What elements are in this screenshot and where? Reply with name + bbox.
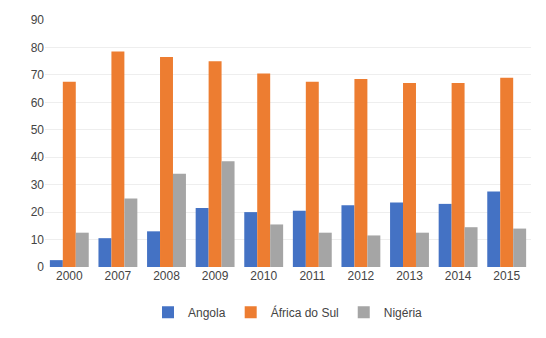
svg-text:20: 20: [31, 205, 45, 219]
svg-text:80: 80: [31, 41, 45, 55]
svg-text:2007: 2007: [105, 269, 132, 283]
svg-text:2015: 2015: [493, 269, 520, 283]
svg-text:30: 30: [31, 178, 45, 192]
svg-text:0: 0: [37, 260, 44, 274]
svg-text:2009: 2009: [202, 269, 229, 283]
svg-text:90: 90: [31, 13, 45, 27]
svg-text:2014: 2014: [445, 269, 472, 283]
svg-text:2011: 2011: [299, 269, 325, 283]
svg-text:2010: 2010: [250, 269, 277, 283]
svg-text:Nigéria: Nigéria: [384, 306, 422, 320]
svg-text:70: 70: [31, 68, 45, 82]
svg-text:50: 50: [31, 123, 45, 137]
svg-text:2008: 2008: [153, 269, 180, 283]
svg-text:10: 10: [31, 233, 45, 247]
svg-text:60: 60: [31, 96, 45, 110]
svg-text:40: 40: [31, 150, 45, 164]
svg-text:2000: 2000: [56, 269, 83, 283]
svg-text:2013: 2013: [396, 269, 423, 283]
svg-text:África do Sul: África do Sul: [271, 305, 339, 320]
svg-text:Angola: Angola: [188, 306, 226, 320]
svg-text:2012: 2012: [348, 269, 375, 283]
